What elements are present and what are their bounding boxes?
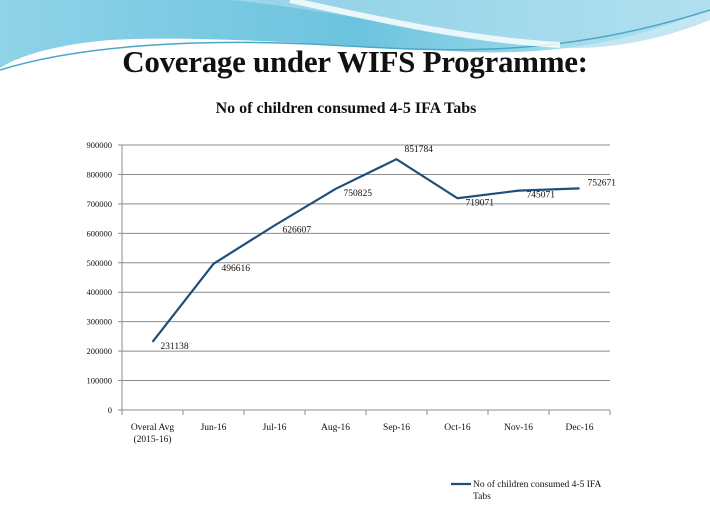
legend: No of children consumed 4-5 IFA Tabs	[451, 479, 601, 502]
y-tick-label: 0	[108, 405, 112, 415]
x-tick-label: Oct-16	[444, 423, 471, 433]
y-tick-label: 600000	[87, 228, 113, 238]
y-tick-label: 700000	[87, 199, 113, 209]
data-label: 626607	[283, 225, 312, 235]
x-tick-label: Jun-16	[201, 423, 227, 433]
data-label: 750825	[344, 189, 373, 199]
chart-title: No of children consumed 4-5 IFA Tabs	[216, 100, 477, 117]
y-tick-label: 800000	[87, 169, 113, 179]
data-label: 752671	[588, 178, 617, 188]
x-tick-label: Dec-16	[566, 423, 594, 433]
y-tick-label: 200000	[87, 346, 113, 356]
data-label: 719071	[466, 198, 495, 208]
y-tick-label: 500000	[87, 258, 113, 268]
x-tick-label: Jul-16	[263, 423, 287, 433]
data-label: 851784	[405, 145, 434, 155]
data-label: 496616	[222, 264, 251, 274]
legend-label-line2: Tabs	[473, 492, 491, 502]
x-tick-label: Nov-16	[504, 423, 533, 433]
header-swoosh-decoration	[0, 0, 710, 71]
data-label: 231138	[161, 342, 189, 352]
y-tick-label: 400000	[87, 287, 113, 297]
x-tick-label: Sep-16	[383, 423, 410, 433]
y-tick-label: 300000	[87, 317, 113, 327]
slide-title: Coverage under WIFS Programme:	[122, 44, 588, 79]
y-tick-label: 900000	[87, 140, 113, 150]
data-label: 745071	[527, 191, 556, 201]
legend-label-line1: No of children consumed 4-5 IFA	[473, 479, 601, 490]
y-tick-label: 100000	[87, 376, 113, 386]
series-line	[151, 157, 580, 343]
x-tick-label: Aug-16	[321, 423, 350, 433]
x-tick-label: (2015-16)	[134, 434, 172, 445]
x-tick-label: Overal Avg	[131, 423, 175, 433]
